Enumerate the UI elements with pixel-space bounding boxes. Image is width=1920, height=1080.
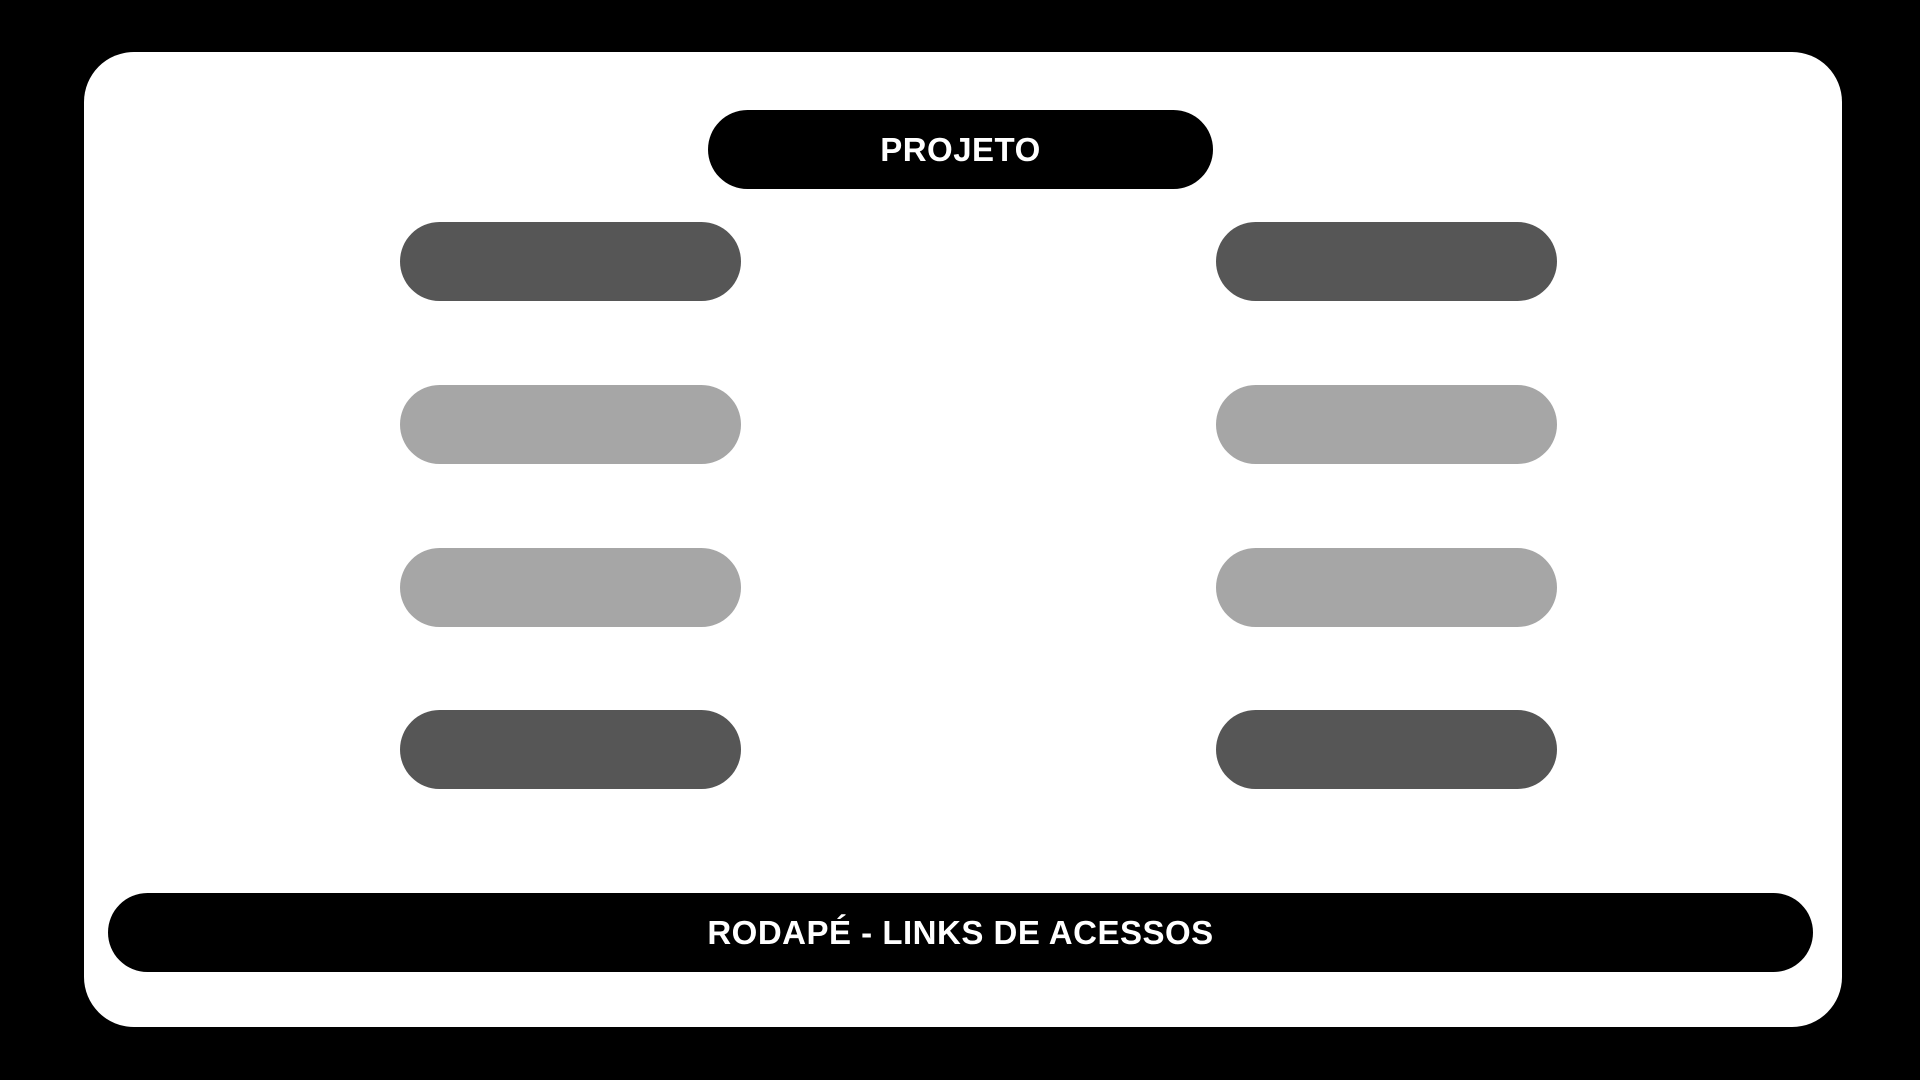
page-frame bbox=[84, 52, 1842, 1027]
footer-links-bar[interactable]: RODAPÉ - LINKS DE ACESSOS bbox=[108, 893, 1813, 972]
left-nav-button-4[interactable] bbox=[400, 710, 741, 789]
left-nav-button-1[interactable] bbox=[400, 222, 741, 301]
right-nav-button-3[interactable] bbox=[1216, 548, 1557, 627]
right-nav-button-1[interactable] bbox=[1216, 222, 1557, 301]
right-nav-button-2[interactable] bbox=[1216, 385, 1557, 464]
footer-links-label: RODAPÉ - LINKS DE ACESSOS bbox=[707, 913, 1214, 951]
project-header-label: PROJETO bbox=[880, 130, 1041, 168]
project-header[interactable]: PROJETO bbox=[708, 110, 1213, 189]
right-nav-button-4[interactable] bbox=[1216, 710, 1557, 789]
left-nav-button-3[interactable] bbox=[400, 548, 741, 627]
left-nav-button-2[interactable] bbox=[400, 385, 741, 464]
